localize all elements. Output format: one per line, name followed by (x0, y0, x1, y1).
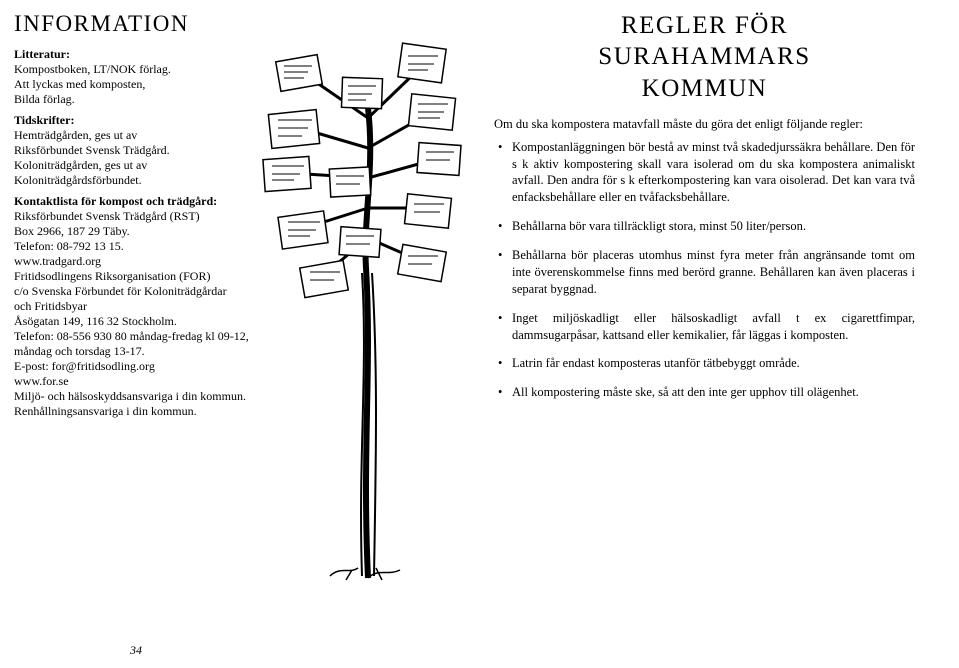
rule-item: Kompostanläggningen bör bestå av minst t… (494, 139, 915, 207)
signpost-tree-illustration (250, 18, 490, 598)
contact-text: Åsögatan 149, 116 32 Stockholm. (14, 314, 252, 329)
lit-text: Att lyckas med komposten, (14, 77, 252, 92)
contact-text: E-post: for@fritidsodling.org (14, 359, 252, 374)
rule-item: Behållarna bör placeras utomhus minst fy… (494, 247, 915, 298)
contact-text: Telefon: 08-792 13 15. (14, 239, 252, 254)
contact-text: www.tradgard.org (14, 254, 252, 269)
rules-heading-line: Surahammars (598, 43, 810, 70)
left-page: Information Litteratur: Kompostboken, LT… (0, 0, 260, 668)
contact-text: Miljö- och hälsoskyddsansvariga i din ko… (14, 389, 252, 404)
rules-heading: Regler för Surahammars kommun (494, 10, 915, 104)
contact-text: Telefon: 08-556 930 80 måndag-fredag kl … (14, 329, 252, 344)
contact-text: c/o Svenska Förbundet för Koloniträdgård… (14, 284, 252, 299)
contact-text: Fritidsodlingens Riksorganisation (FOR) (14, 269, 252, 284)
mag-label: Tidskrifter: (14, 113, 252, 128)
rule-item: All kompostering måste ske, så att den i… (494, 384, 915, 401)
contact-text: Renhållningsansvariga i din kommun. (14, 404, 252, 419)
mag-text: Koloniträdgårdsförbundet. (14, 173, 252, 188)
page-number: 34 (130, 643, 142, 658)
rules-heading-line: Regler för (621, 12, 788, 39)
rules-list: Kompostanläggningen bör bestå av minst t… (494, 139, 915, 402)
mag-text: Riksförbundet Svensk Trädgård. (14, 143, 252, 158)
rule-item: Behållarna bör vara tillräckligt stora, … (494, 218, 915, 235)
info-heading: Information (14, 10, 252, 39)
mag-text: Hemträdgården, ges ut av (14, 128, 252, 143)
lit-text: Kompostboken, LT/NOK förlag. (14, 62, 252, 77)
contact-text: www.for.se (14, 374, 252, 389)
contact-text: och Fritidsbyar (14, 299, 252, 314)
rules-heading-line: kommun (642, 75, 768, 102)
mag-text: Koloniträdgården, ges ut av (14, 158, 252, 173)
contact-label: Kontaktlista för kompost och trädgård: (14, 194, 252, 209)
rules-intro: Om du ska kompostera matavfall måste du … (494, 116, 915, 133)
rule-item: Latrin får endast komposteras utanför tä… (494, 355, 915, 372)
rule-item: Inget miljöskadligt eller hälsoskadligt … (494, 310, 915, 344)
right-page: Regler för Surahammars kommun Om du ska … (480, 0, 945, 668)
lit-label: Litteratur: (14, 47, 252, 62)
lit-text: Bilda förlag. (14, 92, 252, 107)
contact-text: Box 2966, 187 29 Täby. (14, 224, 252, 239)
contact-text: måndag och torsdag 13-17. (14, 344, 252, 359)
illustration-column (260, 0, 480, 668)
contact-text: Riksförbundet Svensk Trädgård (RST) (14, 209, 252, 224)
